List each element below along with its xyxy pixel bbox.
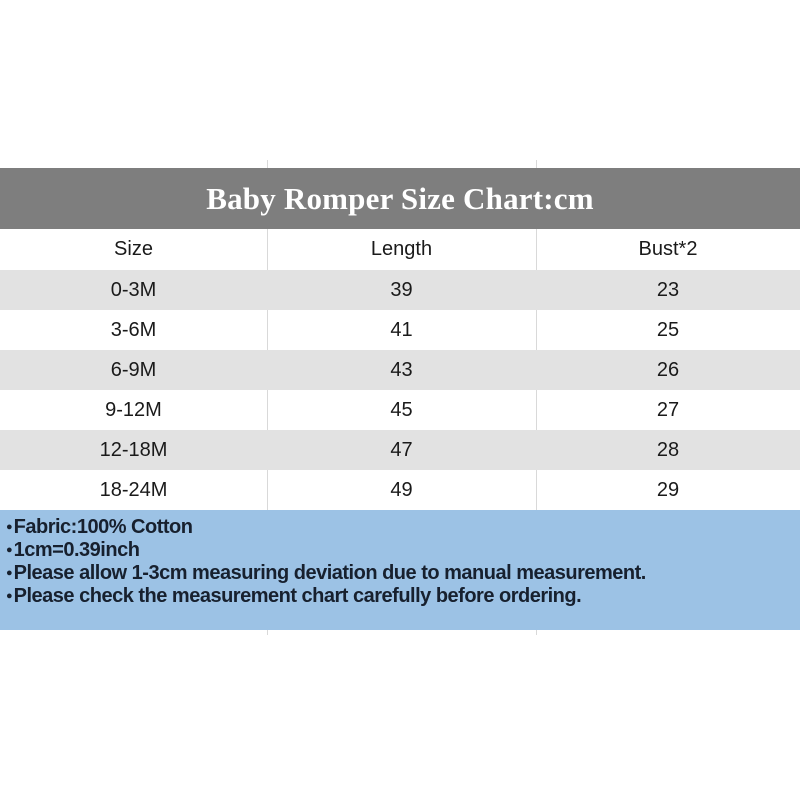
- size-cell: 12-18M: [99, 438, 168, 461]
- column-header-size: Size: [114, 238, 153, 260]
- size-cell: 9-12M: [105, 398, 162, 421]
- bullet-icon: ●: [6, 567, 13, 579]
- table-row: 3-6M 41 25: [0, 310, 800, 350]
- column-gridline-left: [267, 160, 268, 635]
- bust-cell: 28: [656, 438, 680, 461]
- bust-cell: 27: [656, 398, 680, 421]
- bullet-icon: ●: [6, 544, 13, 556]
- length-cell: 47: [390, 438, 413, 461]
- column-gridline-right: [536, 160, 537, 635]
- table-row: 18-24M 49 29: [0, 470, 800, 510]
- bust-cell: 29: [656, 478, 680, 501]
- note-fabric: ● Fabric:100% Cotton: [6, 516, 792, 539]
- size-cell: 3-6M: [110, 318, 157, 341]
- note-text: Please check the measurement chart caref…: [13, 585, 582, 607]
- note-conversion: ● 1cm=0.39inch: [6, 539, 792, 562]
- table-row: 0-3M 39 23: [0, 270, 800, 310]
- length-cell: 41: [390, 318, 413, 341]
- notes-panel: ● Fabric:100% Cotton ● 1cm=0.39inch ● Pleas…: [0, 510, 800, 630]
- size-cell: 0-3M: [110, 278, 157, 301]
- bust-cell: 26: [656, 358, 680, 381]
- bullet-icon: ●: [6, 521, 13, 533]
- note-check-chart: ● Please check the measurement chart care…: [6, 585, 792, 608]
- page-title: Baby Romper Size Chart:cm: [206, 180, 594, 216]
- size-cell: 6-9M: [110, 358, 157, 381]
- bullet-icon: ●: [6, 590, 13, 602]
- bust-cell: 25: [656, 318, 680, 341]
- note-deviation: ● Please allow 1-3cm measuring deviation …: [6, 562, 792, 585]
- note-text: 1cm=0.39inch: [13, 539, 140, 561]
- column-header-length: Length: [370, 238, 433, 260]
- bust-cell: 23: [656, 278, 680, 301]
- table-header-row: Size Length Bust*2: [0, 229, 800, 270]
- length-cell: 45: [390, 398, 413, 421]
- column-header-bust: Bust*2: [638, 238, 698, 260]
- title-bar: Baby Romper Size Chart:cm: [0, 168, 800, 229]
- table-row: 12-18M 47 28: [0, 430, 800, 470]
- length-cell: 39: [390, 278, 413, 301]
- size-cell: 18-24M: [99, 478, 168, 501]
- length-cell: 49: [390, 478, 413, 501]
- table-row: 6-9M 43 26: [0, 350, 800, 390]
- length-cell: 43: [390, 358, 413, 381]
- note-text: Fabric:100% Cotton: [13, 516, 193, 538]
- table-row: 9-12M 45 27: [0, 390, 800, 430]
- note-text: Please allow 1-3cm measuring deviation d…: [13, 562, 647, 584]
